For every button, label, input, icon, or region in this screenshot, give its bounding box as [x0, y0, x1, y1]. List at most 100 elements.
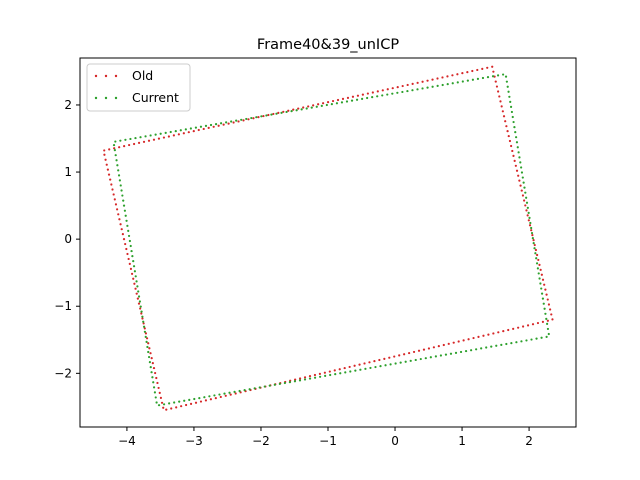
point-current [147, 355, 151, 359]
point-old [388, 356, 391, 359]
point-current [401, 90, 404, 94]
point-current [523, 186, 526, 189]
point-old [162, 406, 165, 409]
point-current [515, 141, 519, 144]
point-current [505, 342, 508, 346]
point-current [531, 237, 534, 240]
point-current [504, 75, 508, 78]
point-current [411, 89, 414, 92]
point-current [345, 100, 349, 103]
point-current [203, 396, 206, 399]
point-current [123, 209, 126, 212]
point-current [298, 379, 302, 382]
point-old [528, 224, 532, 227]
point-current [127, 234, 131, 238]
point-old [411, 82, 414, 85]
point-current [303, 378, 307, 381]
point-old [531, 323, 535, 326]
point-current [535, 257, 538, 260]
point-current [120, 189, 123, 192]
point-old [343, 366, 346, 370]
point-current [113, 149, 116, 152]
point-current [485, 346, 488, 349]
point-old [318, 372, 321, 375]
point-old [222, 123, 225, 126]
point-current [135, 280, 138, 283]
point-current [419, 357, 422, 361]
point-old [391, 87, 394, 90]
point-current [339, 372, 342, 375]
point-current [525, 339, 528, 342]
point-old [348, 365, 351, 369]
point-old [530, 229, 533, 232]
x-tick-label: −3 [185, 434, 203, 448]
point-current [157, 404, 161, 407]
legend-marker [94, 96, 98, 100]
point-current [152, 386, 156, 389]
point-old [323, 371, 326, 374]
point-old [298, 377, 302, 380]
point-current [117, 169, 120, 172]
point-old [234, 392, 237, 395]
point-old [307, 105, 310, 108]
point-old [441, 76, 444, 79]
point-current [260, 115, 263, 118]
point-old [520, 189, 523, 192]
series-current [112, 73, 550, 407]
legend-box [86, 63, 191, 112]
point-current [491, 75, 495, 78]
point-old [303, 376, 307, 379]
point-current [146, 345, 149, 349]
point-current [528, 216, 531, 220]
point-old [432, 346, 435, 349]
point-current [162, 403, 166, 406]
point-current [508, 95, 511, 98]
y-axis-ticks: −2 −1 0 1 2 [54, 98, 80, 380]
point-current [153, 391, 157, 394]
plot-points [103, 65, 554, 411]
point-old [403, 353, 406, 356]
point-current [464, 349, 468, 353]
point-current [114, 154, 117, 157]
point-current [545, 317, 548, 320]
point-current [290, 109, 293, 113]
point-current [543, 307, 546, 310]
point-current [122, 204, 126, 207]
point-old [549, 308, 552, 311]
point-current [230, 120, 233, 123]
point-old [466, 70, 469, 74]
point-current [451, 82, 454, 85]
point-current [305, 107, 308, 110]
point-current [470, 349, 473, 352]
point-current [115, 159, 118, 162]
point-current [183, 399, 186, 402]
point-current [535, 337, 538, 340]
point-old [145, 337, 149, 340]
point-current [124, 214, 127, 217]
point-old [495, 85, 499, 88]
point-old [103, 149, 106, 152]
point-old [151, 362, 154, 365]
point-old [232, 121, 235, 124]
point-old [154, 371, 157, 375]
point-old [187, 131, 190, 134]
point-current [112, 143, 116, 147]
point-current [240, 118, 243, 121]
point-current [335, 102, 339, 105]
point-old [175, 406, 178, 409]
point-old [217, 124, 220, 127]
point-current [340, 101, 344, 104]
point-current [509, 100, 512, 103]
point-current [344, 371, 347, 374]
point-old [416, 81, 419, 84]
point-old [492, 70, 495, 73]
point-old [398, 354, 401, 357]
point-old [170, 407, 173, 410]
point-old [514, 164, 517, 167]
x-tick-label: 1 [458, 434, 466, 448]
point-old [378, 358, 381, 362]
point-current [399, 361, 402, 364]
point-current [199, 125, 203, 128]
x-tick-label: −1 [319, 434, 337, 448]
